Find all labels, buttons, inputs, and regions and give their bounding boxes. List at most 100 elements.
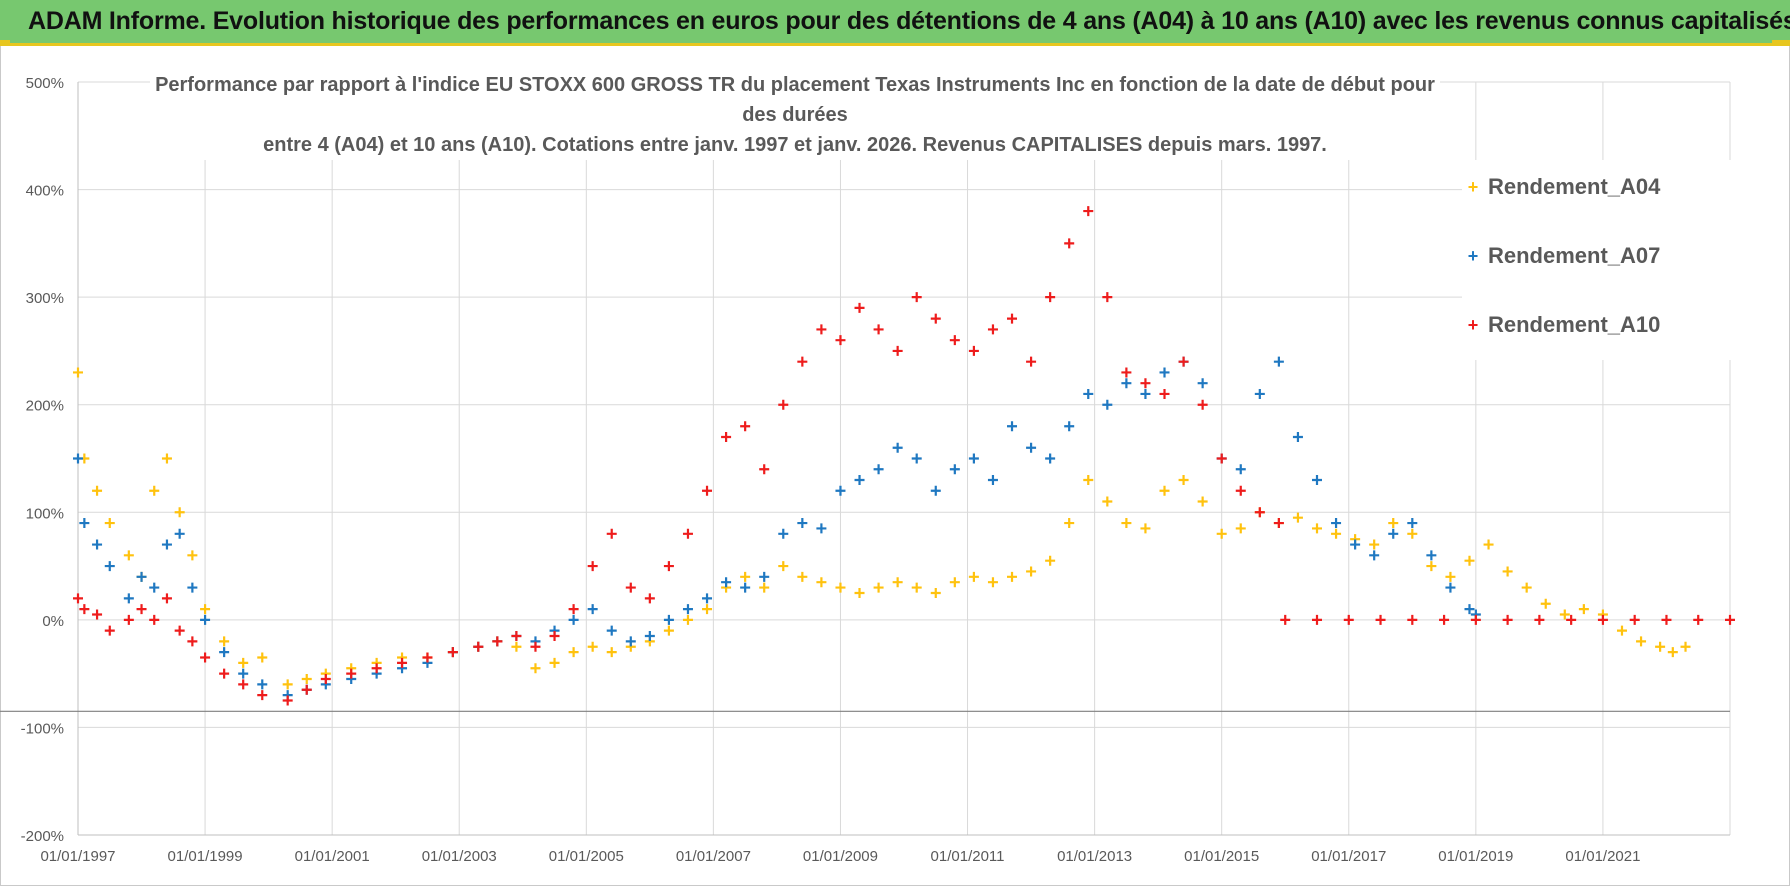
data-point — [873, 464, 884, 475]
data-point — [1502, 566, 1513, 577]
data-point — [1280, 614, 1291, 625]
data-point — [606, 625, 617, 636]
data-point — [282, 695, 293, 706]
data-point — [174, 507, 185, 518]
series-Rendement_A04 — [73, 367, 1691, 690]
data-point — [606, 528, 617, 539]
data-point — [1140, 523, 1151, 534]
data-point — [73, 453, 83, 464]
data-point — [759, 582, 770, 593]
data-point — [1388, 518, 1399, 529]
data-point — [1445, 571, 1456, 582]
legend-marker-icon: + — [1467, 176, 1479, 197]
data-point — [200, 604, 211, 615]
data-point — [200, 652, 211, 663]
data-point — [682, 528, 693, 539]
data-point — [1559, 609, 1570, 620]
x-tick-label: 01/01/1997 — [40, 848, 115, 865]
data-point — [1350, 539, 1361, 550]
data-point — [835, 582, 846, 593]
data-point — [549, 630, 560, 641]
data-point — [1667, 647, 1678, 658]
data-point — [187, 550, 198, 561]
data-point — [968, 571, 979, 582]
data-point — [721, 577, 732, 588]
data-point — [1578, 604, 1589, 615]
data-point — [257, 690, 268, 701]
data-point — [1464, 604, 1475, 615]
data-point — [1426, 550, 1437, 561]
data-point — [1375, 614, 1386, 625]
data-point — [568, 647, 579, 658]
data-point — [73, 367, 83, 378]
data-point — [511, 641, 522, 652]
data-point — [1426, 561, 1437, 572]
legend-item-a07: + Rendement_A07 — [1462, 241, 1661, 271]
data-point — [740, 571, 751, 582]
data-point — [1083, 388, 1094, 399]
data-point — [79, 604, 90, 615]
data-point — [606, 647, 617, 658]
data-point — [1102, 292, 1113, 303]
data-point — [1235, 464, 1246, 475]
data-point — [1343, 614, 1354, 625]
data-point — [1470, 614, 1481, 625]
data-point — [1407, 528, 1418, 539]
x-tick-label: 01/01/2009 — [803, 848, 878, 865]
data-point — [200, 614, 211, 625]
data-point — [1407, 518, 1418, 529]
y-tick-label: 100% — [26, 505, 64, 522]
data-point — [1007, 313, 1018, 324]
data-point — [1273, 356, 1284, 367]
data-point — [257, 679, 268, 690]
data-point — [161, 453, 172, 464]
data-point — [816, 324, 827, 335]
data-point — [320, 674, 331, 685]
data-point — [949, 464, 960, 475]
x-tick-label: 01/01/2005 — [549, 848, 624, 865]
chart-title: Performance par rapport à l'indice EU ST… — [150, 70, 1440, 160]
x-tick-label: 01/01/1999 — [168, 848, 243, 865]
data-point — [1445, 582, 1456, 593]
data-point — [1007, 571, 1018, 582]
data-point — [1464, 555, 1475, 566]
data-point — [644, 630, 655, 641]
data-point — [854, 587, 865, 598]
data-point — [740, 421, 751, 432]
data-point — [1007, 421, 1018, 432]
x-tick-label: 01/01/2003 — [422, 848, 497, 865]
data-point — [1369, 539, 1380, 550]
data-point — [282, 679, 293, 690]
data-point — [1439, 614, 1450, 625]
data-point — [797, 518, 808, 529]
data-point — [149, 582, 160, 593]
data-point — [1331, 528, 1342, 539]
data-point — [949, 335, 960, 346]
data-point — [949, 577, 960, 588]
data-point — [301, 684, 312, 695]
data-point — [892, 345, 903, 356]
data-point — [92, 609, 103, 620]
data-point — [1064, 518, 1075, 529]
data-point — [663, 561, 674, 572]
x-tick-label: 01/01/2001 — [295, 848, 370, 865]
data-point — [1083, 475, 1094, 486]
data-point — [161, 593, 172, 604]
data-point — [644, 593, 655, 604]
data-point — [149, 485, 160, 496]
data-point — [778, 399, 789, 410]
data-point — [778, 561, 789, 572]
legend-label-a04: Rendement_A04 — [1488, 174, 1661, 199]
data-point — [79, 518, 90, 529]
data-point — [1102, 399, 1113, 410]
data-point — [835, 335, 846, 346]
y-tick-label: 500% — [26, 75, 64, 92]
data-point — [1159, 367, 1170, 378]
data-point — [911, 582, 922, 593]
data-point — [1407, 614, 1418, 625]
data-point — [1045, 453, 1056, 464]
data-point — [1140, 378, 1151, 389]
data-point — [174, 528, 185, 539]
data-point — [1064, 421, 1075, 432]
data-point — [1197, 378, 1208, 389]
